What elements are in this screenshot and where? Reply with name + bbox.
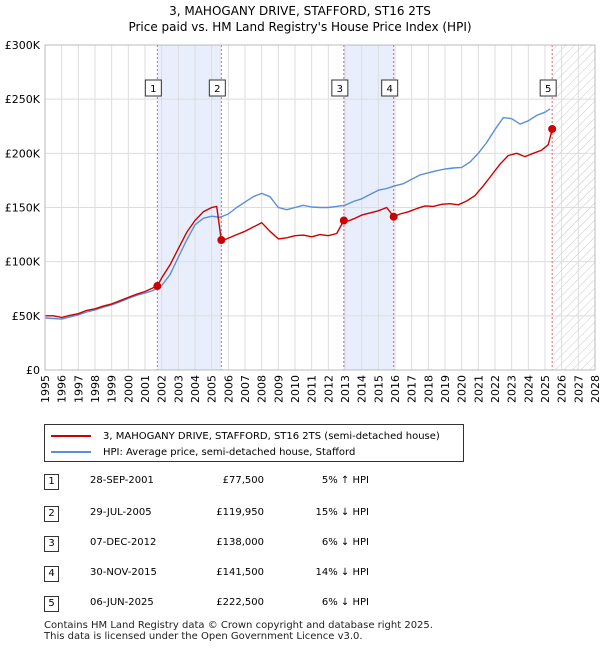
x-tick-label: 2002: [156, 375, 169, 403]
sale-row: 2 29-JUL-2005 £119,950 15% ↓ HPI: [44, 506, 464, 522]
sale-number-box: [144, 79, 162, 97]
legend-item-property: 3, MAHOGANY DRIVE, STAFFORD, ST16 2TS (s…: [51, 429, 440, 443]
x-tick-label: 2015: [372, 375, 385, 403]
x-tick-label: 2021: [472, 375, 485, 403]
sale-number-badge: 3: [44, 536, 59, 552]
sale-hpi-diff: 6% ↓ HPI: [321, 597, 369, 608]
sale-number-label: 2: [214, 84, 220, 95]
sale-point: [389, 212, 398, 221]
y-tick-label: £0: [26, 364, 40, 377]
sale-number-badge: 1: [44, 474, 59, 490]
sale-row: 4 30-NOV-2015 £141,500 14% ↓ HPI: [44, 566, 464, 582]
sale-hpi-diff: 6% ↓ HPI: [321, 537, 369, 548]
y-tick-label: £50K: [12, 310, 41, 323]
sale-number-label: 3: [337, 84, 343, 95]
x-tick-label: 2006: [222, 375, 235, 403]
x-tick-label: 1997: [72, 375, 85, 403]
x-tick-label: 2000: [122, 375, 135, 403]
sale-point: [153, 282, 162, 291]
y-tick-label: £100K: [5, 256, 41, 269]
legend-swatch-property: [51, 435, 91, 437]
x-tick-label: 2027: [572, 375, 585, 403]
sale-hpi-diff: 5% ↑ HPI: [321, 475, 369, 486]
sale-row: 1 28-SEP-2001 £77,500 5% ↑ HPI: [44, 474, 464, 490]
plot-frame: [44, 44, 596, 371]
sale-number-badge: 4: [44, 566, 59, 582]
legend-item-hpi: HPI: Average price, semi-detached house,…: [51, 445, 355, 459]
sale-price: £222,500: [216, 597, 264, 608]
sale-price: £138,000: [216, 537, 264, 548]
sale-price: £77,500: [222, 475, 264, 486]
x-tick-label: 2023: [506, 375, 519, 403]
x-tick-label: 2024: [522, 375, 535, 403]
sale-number-box: [539, 79, 557, 97]
x-tick-label: 2014: [356, 375, 369, 403]
x-tick-label: 1998: [89, 375, 102, 403]
y-tick-label: £250K: [5, 93, 41, 106]
sale-number-label: 1: [150, 84, 156, 95]
x-tick-label: 1996: [56, 375, 69, 403]
sale-row: 5 06-JUN-2025 £222,500 6% ↓ HPI: [44, 596, 464, 612]
x-tick-label: 1999: [106, 375, 119, 403]
sale-price: £141,500: [216, 567, 264, 578]
sale-number-label: 4: [386, 84, 392, 95]
x-tick-label: 2026: [556, 375, 569, 403]
chart-legend: 3, MAHOGANY DRIVE, STAFFORD, ST16 2TS (s…: [44, 424, 464, 462]
x-tick-label: 2019: [439, 375, 452, 403]
sale-point: [217, 236, 226, 245]
x-tick-label: 2013: [339, 375, 352, 403]
x-tick-label: 2007: [239, 375, 252, 403]
x-tick-label: 2008: [256, 375, 269, 403]
footer-copyright: Contains HM Land Registry data © Crown c…: [44, 620, 433, 631]
sale-point: [548, 124, 557, 133]
x-tick-label: 2016: [389, 375, 402, 403]
sale-hpi-diff: 14% ↓ HPI: [315, 567, 369, 578]
x-tick-label: 2005: [206, 375, 219, 403]
sale-number-box: [381, 79, 399, 97]
x-tick-label: 2010: [289, 375, 302, 403]
x-tick-label: 2025: [539, 375, 552, 403]
x-tick-label: 1995: [39, 375, 52, 403]
x-tick-label: 2022: [489, 375, 502, 403]
x-tick-label: 2009: [272, 375, 285, 403]
footer-licence: This data is licensed under the Open Gov…: [44, 631, 363, 642]
legend-label-property: 3, MAHOGANY DRIVE, STAFFORD, ST16 2TS (s…: [103, 430, 440, 442]
x-tick-label: 2003: [172, 375, 185, 403]
y-tick-label: £200K: [5, 147, 41, 160]
price-chart: 3, MAHOGANY DRIVE, STAFFORD, ST16 2TS Pri…: [5, 4, 600, 403]
property-price-line: [45, 128, 553, 319]
x-tick-label: 2011: [306, 375, 319, 403]
x-tick-label: 2018: [422, 375, 435, 403]
chart-title: 3, MAHOGANY DRIVE, STAFFORD, ST16 2TS: [169, 4, 431, 18]
sale-date: 07-DEC-2012: [90, 537, 157, 548]
footer-attribution: Contains HM Land Registry data © Crown c…: [44, 620, 433, 642]
y-tick-label: £150K: [5, 202, 41, 215]
sale-number-box: [208, 79, 226, 97]
sale-point: [339, 216, 348, 225]
sale-number-box: [331, 79, 349, 97]
x-tick-label: 2001: [139, 375, 152, 403]
legend-swatch-hpi: [51, 451, 91, 453]
x-tick-label: 2028: [589, 375, 600, 403]
x-tick-label: 2004: [189, 375, 202, 403]
sale-date: 30-NOV-2015: [90, 567, 157, 578]
hpi-line: [44, 108, 551, 320]
y-tick-label: £300K: [5, 39, 41, 52]
legend-label-hpi: HPI: Average price, semi-detached house,…: [103, 446, 356, 458]
sale-date: 29-JUL-2005: [90, 507, 152, 518]
sale-number-badge: 2: [44, 506, 59, 522]
x-tick-label: 2012: [322, 375, 335, 403]
x-tick-label: 2020: [456, 375, 469, 403]
sale-date: 06-JUN-2025: [90, 597, 154, 608]
sale-number-label: 5: [545, 84, 551, 95]
chart-subtitle: Price paid vs. HM Land Registry's House …: [128, 20, 471, 34]
sale-row: 3 07-DEC-2012 £138,000 6% ↓ HPI: [44, 536, 464, 552]
sale-hpi-diff: 15% ↓ HPI: [315, 507, 369, 518]
sale-number-badge: 5: [44, 596, 59, 612]
x-tick-label: 2017: [406, 375, 419, 403]
sale-price: £119,950: [216, 507, 264, 518]
sale-date: 28-SEP-2001: [90, 475, 154, 486]
